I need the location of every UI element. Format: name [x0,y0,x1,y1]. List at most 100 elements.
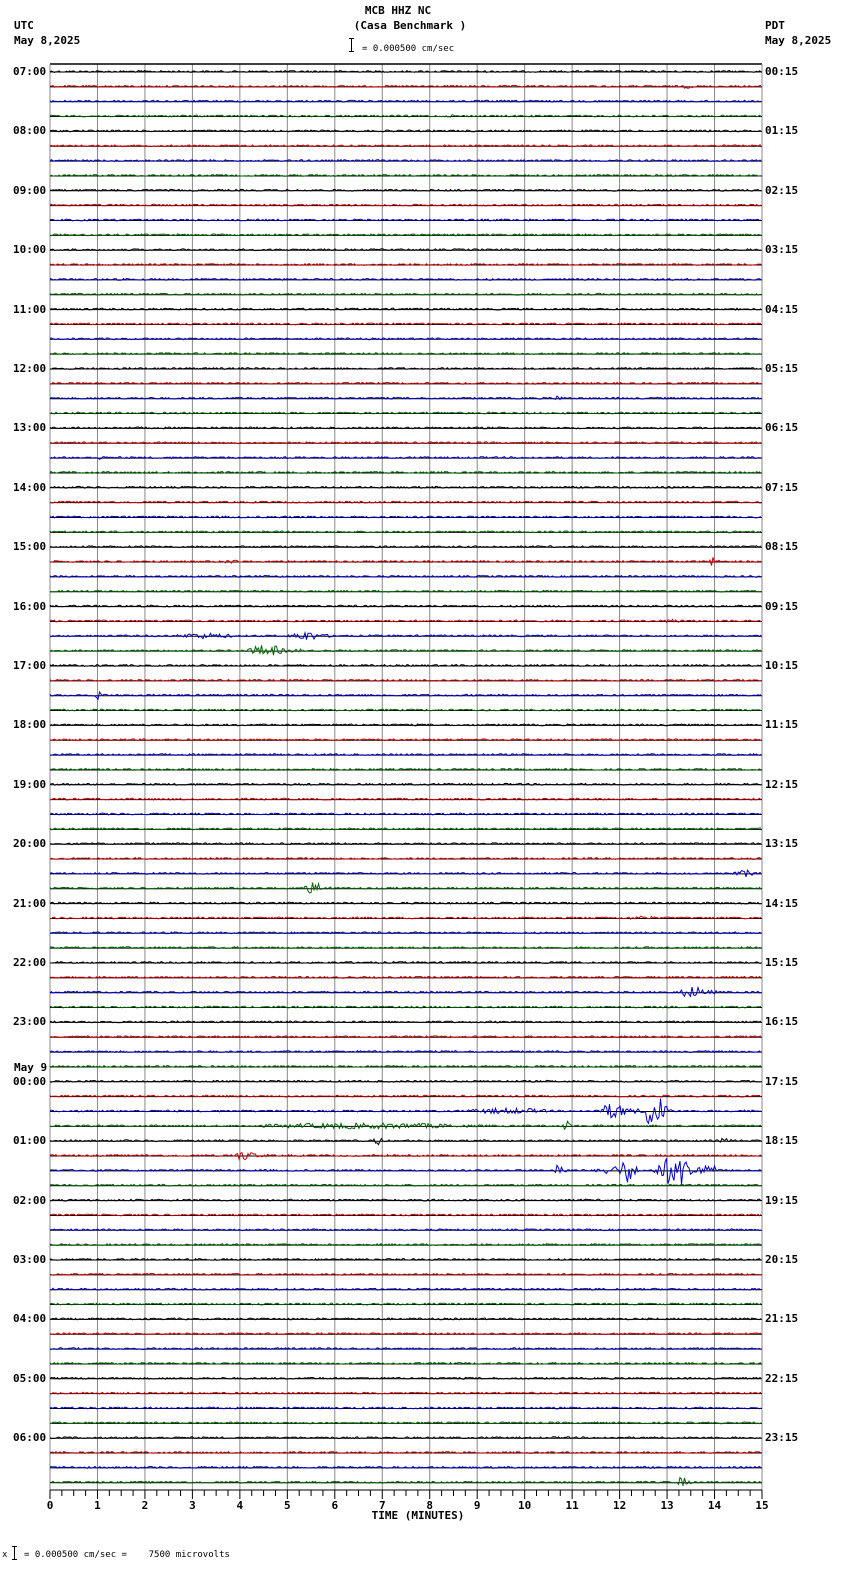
pdt-hour-label: 14:15 [765,896,799,910]
seismic-trace [49,426,762,430]
seismic-trace [49,1005,762,1009]
utc-hour-label: 16:00 [13,599,47,613]
seismic-trace [49,1346,762,1351]
seismic-trace [49,411,762,415]
seismic-trace [49,753,762,757]
date-change-label: May 9 [14,1060,48,1074]
pdt-hour-label: 02:15 [765,183,799,197]
utc-hour-label: 08:00 [13,124,47,138]
seismic-trace [49,530,762,534]
seismic-trace [49,381,762,385]
seismic-trace [49,1436,762,1440]
seismic-trace [49,827,761,831]
right-timezone: PDT [765,19,785,32]
seismic-trace [49,630,762,641]
seismic-trace [49,366,762,371]
pdt-hour-label: 01:15 [765,124,799,138]
pdt-hour-label: 15:15 [765,956,799,969]
seismic-trace [49,500,761,504]
x-tick-label: 5 [284,1499,291,1512]
x-tick-label: 14 [707,1499,722,1512]
scale-bar-icon [349,38,354,52]
seismic-trace [49,395,762,401]
pdt-hour-label: 03:15 [765,243,799,257]
seismic-trace [49,1317,762,1321]
utc-hour-label: 02:00 [13,1193,47,1207]
pdt-hour-label: 11:15 [765,718,799,732]
seismic-trace [49,868,762,878]
seismic-trace [50,1183,762,1187]
x-tick-label: 10 [518,1499,532,1512]
utc-hour-label: 10:00 [13,243,47,257]
seismic-trace [49,545,762,549]
x-tick-label: 9 [473,1499,481,1512]
seismic-trace [49,218,762,222]
seismic-trace [49,812,762,816]
pdt-hour-label: 06:15 [765,421,799,435]
footer-scale-bar-icon [12,1546,17,1560]
seismic-trace [49,1451,762,1455]
seismic-trace [49,1243,762,1247]
seismic-trace [49,931,762,935]
seismic-trace [49,678,762,682]
seismic-trace [49,690,762,701]
utc-hour-label: 22:00 [13,956,47,969]
pdt-hour-label: 19:15 [765,1193,799,1207]
x-tick-label: 13 [660,1499,674,1512]
seismic-trace [49,248,762,252]
utc-hour-label: 01:00 [13,1134,47,1148]
x-axis-label: TIME (MINUTES) [371,1509,465,1522]
seismic-trace [49,1064,762,1068]
pdt-hour-label: 13:15 [765,837,799,851]
seismic-trace [49,1406,762,1410]
pdt-hour-label: 04:15 [765,302,799,316]
seismic-trace [49,557,762,566]
seismic-trace [49,233,762,237]
site-name: (Casa Benchmark ) [353,19,467,32]
utc-hour-label: 05:00 [13,1371,47,1385]
seismic-trace [49,1213,762,1217]
seismic-trace [49,618,762,624]
seismic-trace [49,352,762,356]
pdt-hour-label: 21:15 [765,1312,799,1326]
left-timezone: UTC [14,19,34,32]
seismic-trace [49,292,762,296]
utc-hour-label: 09:00 [13,183,47,197]
seismic-trace [49,1476,762,1486]
seismic-trace [49,1391,762,1395]
seismic-trace [49,857,762,861]
seismic-trace [49,738,762,742]
seismic-trace [49,307,762,311]
utc-hour-label: 20:00 [13,837,47,851]
seismic-trace [50,1079,762,1083]
seismic-trace [49,1302,762,1306]
left-date: May 8,2025 [14,34,81,47]
seismic-trace [49,663,762,668]
seismic-trace [49,1228,762,1232]
x-tick-label: 8 [426,1499,434,1512]
seismic-trace [49,129,762,133]
seismic-trace [49,1094,762,1098]
x-tick-label: 15 [755,1499,769,1512]
utc-hour-label: 04:00 [13,1312,47,1326]
pdt-hour-label: 00:15 [765,65,799,78]
seismic-trace [49,797,762,801]
seismic-trace [49,173,762,177]
seismic-trace [49,1421,762,1425]
seismic-trace [49,645,762,656]
seismic-trace [49,842,762,846]
seismic-trace [49,1158,762,1185]
utc-hour-label: 03:00 [13,1253,47,1266]
seismic-trace [50,203,762,207]
pdt-hour-label: 20:15 [765,1253,799,1266]
x-tick-label: 6 [331,1499,339,1512]
seismic-trace [49,485,762,489]
right-date: May 8,2025 [765,34,832,47]
seismic-trace [49,1376,762,1380]
pdt-hour-label: 16:15 [765,1015,799,1029]
utc-hour-label: 21:00 [13,896,47,910]
seismic-trace [49,1098,762,1125]
seismic-trace [49,322,762,326]
utc-hour-label: 07:00 [13,65,47,78]
